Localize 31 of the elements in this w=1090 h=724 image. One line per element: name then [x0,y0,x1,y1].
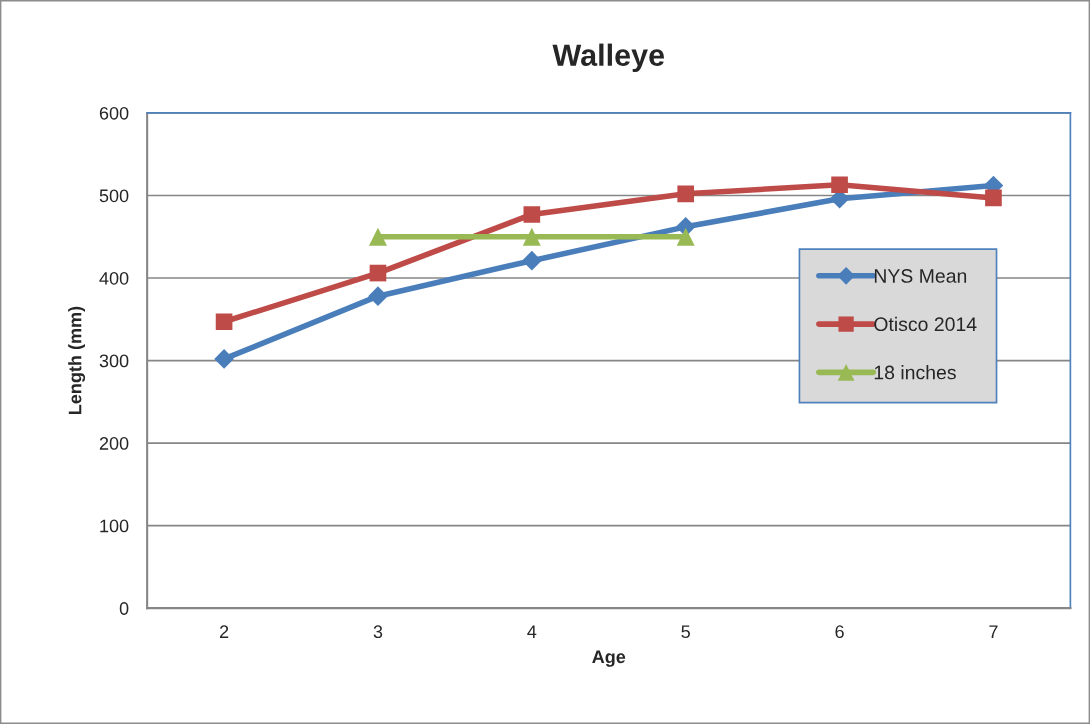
y-tick-label: 0 [119,602,129,615]
legend-label: Otisco 2014 [874,316,977,332]
point [676,227,695,246]
point [677,185,695,203]
y-tick-label: 200 [99,437,129,450]
point [369,264,387,282]
y-tick-label: 600 [99,106,129,120]
x-tick-label: 4 [527,625,537,638]
point [522,227,541,246]
x-tick-label: 5 [681,625,690,639]
y-axis-title: Length (mm) [68,306,86,414]
point [214,349,234,369]
point [523,206,541,223]
point [522,250,542,271]
y-tick-label: 100 [100,519,129,533]
y-tick-label: 300 [99,354,129,368]
x-tick-label: 2 [219,625,229,638]
point [985,189,1002,207]
chart-title: Walleye [552,43,665,73]
point [368,286,388,306]
point [215,313,233,331]
x-axis-title: Age [592,650,626,667]
legend-label: 18 inches [874,365,956,380]
point [368,227,387,246]
x-tick-label: 6 [835,625,844,639]
y-tick-label: 400 [99,271,129,285]
x-tick-label: 7 [989,625,998,638]
x-tick-label: 3 [373,625,383,639]
point [831,176,848,194]
legend-label: NYS Mean [874,269,967,283]
y-tick-label: 500 [99,189,129,203]
